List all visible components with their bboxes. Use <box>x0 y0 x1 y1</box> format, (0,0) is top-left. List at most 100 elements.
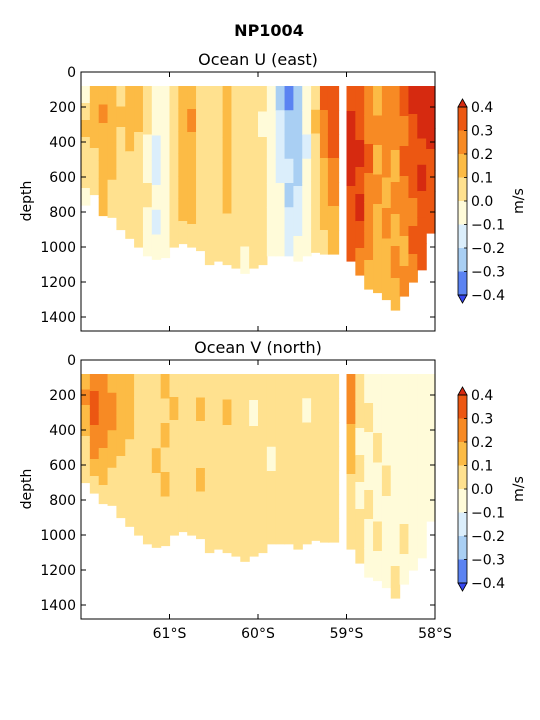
contour-cell <box>327 422 340 447</box>
contour-cell <box>258 476 268 503</box>
contour-cell <box>222 501 233 528</box>
contour-cell <box>178 509 188 533</box>
contour-cell <box>346 211 356 237</box>
contour-cell <box>390 438 401 471</box>
contour-cell <box>240 112 250 141</box>
contour-cell <box>284 183 294 208</box>
contour-cell <box>213 86 224 112</box>
contour-cell <box>390 470 401 503</box>
contour-cell <box>222 137 233 164</box>
contour-cell <box>319 206 330 231</box>
contour-cell <box>116 476 126 498</box>
contour-cell <box>151 473 162 499</box>
contour-cell <box>319 422 330 447</box>
colorbar-tick-label: −0.1 <box>471 506 505 522</box>
contour-cell <box>293 374 303 400</box>
contour-cell <box>222 239 233 266</box>
contour-cell <box>142 134 153 160</box>
contour-cell <box>107 179 117 200</box>
contour-cell <box>373 233 383 264</box>
contour-cell <box>125 216 135 239</box>
contour-cell <box>142 374 153 399</box>
contour-cell <box>355 86 365 114</box>
contour-cell <box>258 111 268 138</box>
contour-cell <box>293 86 303 112</box>
contour-cell <box>222 162 233 189</box>
contour-cell <box>390 182 401 215</box>
contour-cell <box>160 496 171 522</box>
contour-cell <box>390 502 401 535</box>
contour-cell <box>311 397 321 423</box>
contour-cell <box>178 464 188 488</box>
contour-cell <box>381 208 392 240</box>
contour-cell <box>381 177 392 209</box>
contour-cell <box>284 86 294 111</box>
contour-cell <box>89 391 100 409</box>
colorbar-swatch <box>458 201 467 225</box>
contour-cell <box>249 530 259 557</box>
colorbar-extend-min <box>457 582 468 592</box>
contour-cell <box>178 419 188 443</box>
contour-cell <box>426 107 436 129</box>
contour-cell <box>160 208 171 234</box>
x-tick-label: 61°S <box>153 626 187 642</box>
contour-cell <box>249 426 259 453</box>
contour-cell <box>266 446 277 472</box>
contour-cell <box>258 86 268 113</box>
contour-cell <box>266 86 277 111</box>
contour-cell <box>426 479 436 501</box>
contour-cell <box>178 221 188 245</box>
contour-cell <box>98 104 109 124</box>
contour-cell <box>134 489 144 513</box>
contour-cell <box>355 248 365 276</box>
y-tick-label: 400 <box>49 423 76 439</box>
contour-cell <box>311 133 321 158</box>
contour-cell <box>125 504 135 527</box>
contour-cell <box>178 486 188 510</box>
contour-cell <box>346 86 356 112</box>
contour-cell <box>355 113 365 141</box>
contour-cell <box>107 374 117 394</box>
contour-cell <box>327 470 340 495</box>
contour-cell <box>213 136 224 162</box>
y-tick-label: 1400 <box>40 310 76 326</box>
contour-cell <box>89 148 100 165</box>
contour-cell <box>249 478 259 505</box>
contour-cell <box>381 496 392 528</box>
contour-cell <box>417 505 427 533</box>
contour-cell <box>125 374 135 397</box>
contour-cell <box>381 557 392 589</box>
contour-cell <box>399 464 410 495</box>
contour-cell <box>160 521 171 547</box>
contour-cell <box>399 494 410 525</box>
contour-cell <box>249 400 259 427</box>
contour-cell <box>169 466 179 490</box>
contour-cell <box>169 374 179 398</box>
contour-cell <box>408 170 418 199</box>
contour-cell <box>355 140 365 168</box>
colorbar-tick-label: −0.1 <box>471 218 505 234</box>
contour-cell <box>151 423 162 449</box>
contour-cell <box>81 137 91 155</box>
contour-cell <box>293 211 303 237</box>
contour-cell <box>346 449 356 475</box>
contour-cell <box>284 134 294 160</box>
contour-cell <box>311 469 321 494</box>
contour-cell <box>231 530 241 557</box>
contour-cell <box>178 86 188 110</box>
contour-cell <box>399 116 410 147</box>
colorbar-swatch <box>458 418 467 443</box>
contour-cell <box>266 134 277 160</box>
panel-ocean-u: Ocean U (east) depth 0 200 400 600 800 1000 12… <box>19 50 527 332</box>
contour-cell <box>266 422 277 448</box>
contour-cell <box>240 374 250 402</box>
contour-cell <box>426 212 436 234</box>
contour-cell <box>160 233 171 259</box>
colorbar-tick-label: 0.0 <box>471 194 493 210</box>
contour-cell <box>240 166 250 194</box>
contour-cell <box>81 154 91 172</box>
contour-cell <box>187 512 197 536</box>
contour-cell <box>169 489 179 513</box>
contour-cell <box>373 204 383 235</box>
contour-cell <box>399 176 410 207</box>
